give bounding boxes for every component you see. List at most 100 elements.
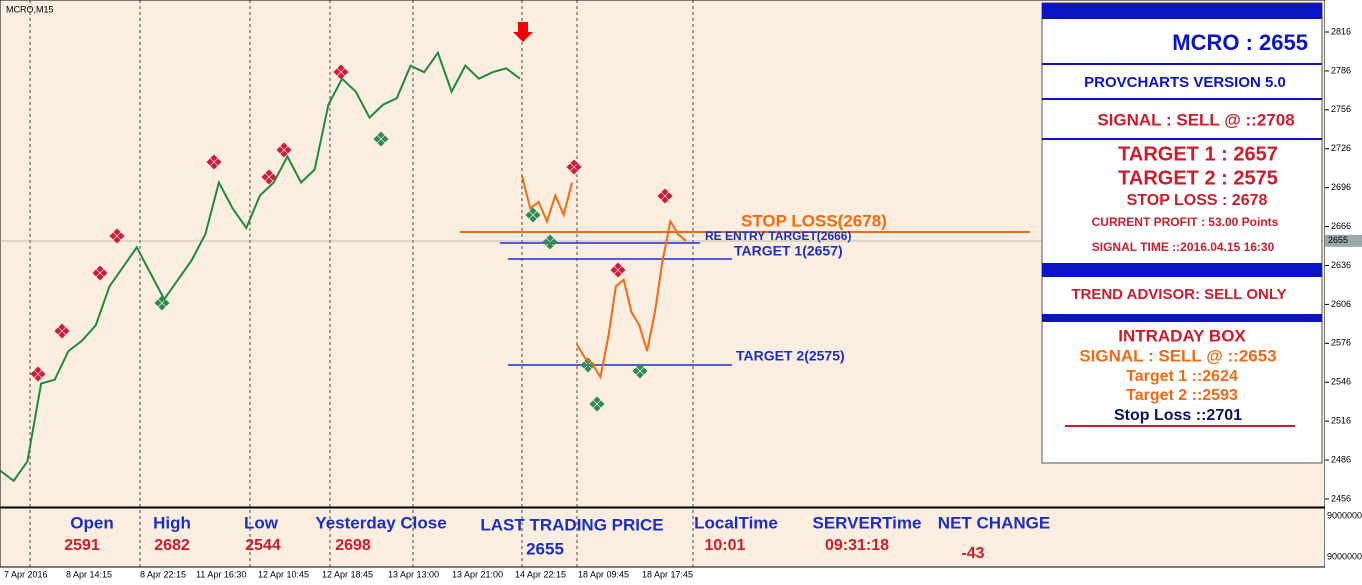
- panel-stop-loss: STOP LOSS : 2678: [1127, 192, 1268, 209]
- price-line: [576, 218, 687, 380]
- intraday-target1: Target 1 ::2624: [1126, 368, 1238, 385]
- signal-dot: [280, 142, 288, 150]
- signal-dot: [377, 131, 385, 139]
- signal-dot: [265, 169, 273, 177]
- y-tick-label: 2606: [1331, 299, 1351, 309]
- intraday-signal: SIGNAL : SELL @ ::2653: [1079, 346, 1276, 365]
- info-panel: MCRO : 2655 PROVCHARTS VERSION 5.0 SIGNA…: [1041, 2, 1323, 464]
- y-tick-label: 2756: [1331, 104, 1351, 114]
- y-tick-label: 2576: [1331, 338, 1351, 348]
- signal-dot: [158, 303, 166, 311]
- signal-dot: [661, 196, 669, 204]
- x-tick-label: 13 Apr 21:00: [452, 569, 503, 579]
- signal-dot: [100, 269, 108, 277]
- signal-dot: [206, 158, 214, 166]
- signal-dot: [210, 162, 218, 170]
- signal-dot: [665, 192, 673, 200]
- y-tick-label: 2696: [1331, 182, 1351, 192]
- signal-dot: [593, 404, 601, 412]
- signal-dot: [284, 146, 292, 154]
- high-label: High: [153, 513, 191, 532]
- signal-dot: [589, 400, 597, 408]
- y-tick-label: 2516: [1331, 416, 1351, 426]
- signal-dot: [381, 135, 389, 143]
- y-tick-label: 2636: [1331, 260, 1351, 270]
- open-label: Open: [70, 513, 113, 532]
- panel-signal: SIGNAL : SELL @ ::2708: [1097, 110, 1294, 129]
- footer-area: [0, 507, 1326, 568]
- signal-dot: [640, 367, 648, 375]
- signal-dot: [261, 173, 269, 181]
- signal-dot: [34, 374, 42, 382]
- price-line: [0, 50, 521, 483]
- yclose-label: Yesterday Close: [315, 513, 446, 532]
- target2-label: TARGET 2(2575): [736, 348, 845, 364]
- signal-dot: [38, 370, 46, 378]
- panel-box: [1041, 2, 1323, 464]
- x-tick-label: 11 Apr 16:30: [196, 569, 246, 579]
- x-tick-label: 13 Apr 13:00: [388, 569, 439, 579]
- signal-dot: [614, 262, 622, 270]
- signal-dot: [632, 367, 640, 375]
- signal-dot: [533, 211, 541, 219]
- signal-dot: [280, 150, 288, 158]
- signal-dot: [546, 242, 554, 250]
- signal-dot: [62, 327, 70, 335]
- intraday-title: INTRADAY BOX: [1118, 326, 1246, 345]
- signal-dot: [54, 327, 62, 335]
- signal-dot: [341, 68, 349, 76]
- signal-dot: [113, 228, 121, 236]
- separators: [29, 0, 694, 567]
- target1-label: TARGET 1(2657): [734, 243, 843, 259]
- signal-dot: [574, 163, 582, 171]
- server-value: 09:31:18: [825, 537, 889, 554]
- signal-dot: [636, 371, 644, 379]
- signal-dot: [265, 177, 273, 185]
- panel-bar: [1042, 3, 1322, 19]
- signal-dot: [661, 188, 669, 196]
- signal-dot: [96, 265, 104, 273]
- signal-dot: [657, 192, 665, 200]
- sell-arrow: [513, 22, 533, 42]
- x-tick-label: 14 Apr 22:15: [515, 569, 566, 579]
- price-line: [521, 175, 573, 225]
- panel-bar: [1042, 314, 1322, 322]
- footer: Open 2591 High 2682 Low 2544 Yesterday C…: [64, 513, 1050, 562]
- y-tick-label: 2546: [1331, 377, 1351, 387]
- signal-dot: [117, 232, 125, 240]
- low-value: 2544: [245, 537, 281, 554]
- signal-dot: [570, 167, 578, 175]
- signal-dot: [580, 361, 588, 369]
- net-label: NET CHANGE: [938, 513, 1050, 532]
- last-value: 2655: [526, 539, 564, 558]
- panel-signal-time: SIGNAL TIME ::2016.04.15 16:30: [1092, 240, 1275, 254]
- signal-dot: [566, 163, 574, 171]
- yclose-value: 2698: [335, 537, 371, 554]
- signal-dot: [154, 299, 162, 307]
- x-tick-label: 12 Apr 10:45: [258, 569, 309, 579]
- signal-dot: [584, 365, 592, 373]
- panel-trend: TREND ADVISOR: SELL ONLY: [1071, 286, 1286, 303]
- window-title: MCRO,M15: [6, 4, 54, 14]
- last-label: LAST TRADING PRICE: [480, 515, 663, 534]
- signal-dot: [337, 72, 345, 80]
- volume-label: 9000000: [1327, 510, 1362, 520]
- signal-dot: [210, 154, 218, 162]
- signal-markers: [30, 64, 673, 412]
- panel-target1: TARGET 1 : 2657: [1118, 143, 1278, 165]
- signal-dot: [593, 396, 601, 404]
- signal-dot: [96, 273, 104, 281]
- y-tick-label: 2726: [1331, 143, 1351, 153]
- signal-dot: [525, 211, 533, 219]
- x-tick-label: 7 Apr 2016: [4, 569, 48, 579]
- signal-dot: [529, 207, 537, 215]
- current-price: 2655: [1328, 235, 1348, 245]
- panel-title: MCRO : 2655: [1172, 30, 1308, 55]
- signal-dot: [377, 139, 385, 147]
- y-tick-label: 2786: [1331, 65, 1351, 75]
- signal-dot: [636, 363, 644, 371]
- panel-profit: CURRENT PROFIT : 53.00 Points: [1092, 215, 1279, 229]
- high-value: 2682: [154, 537, 190, 554]
- local-label: LocalTime: [694, 513, 778, 532]
